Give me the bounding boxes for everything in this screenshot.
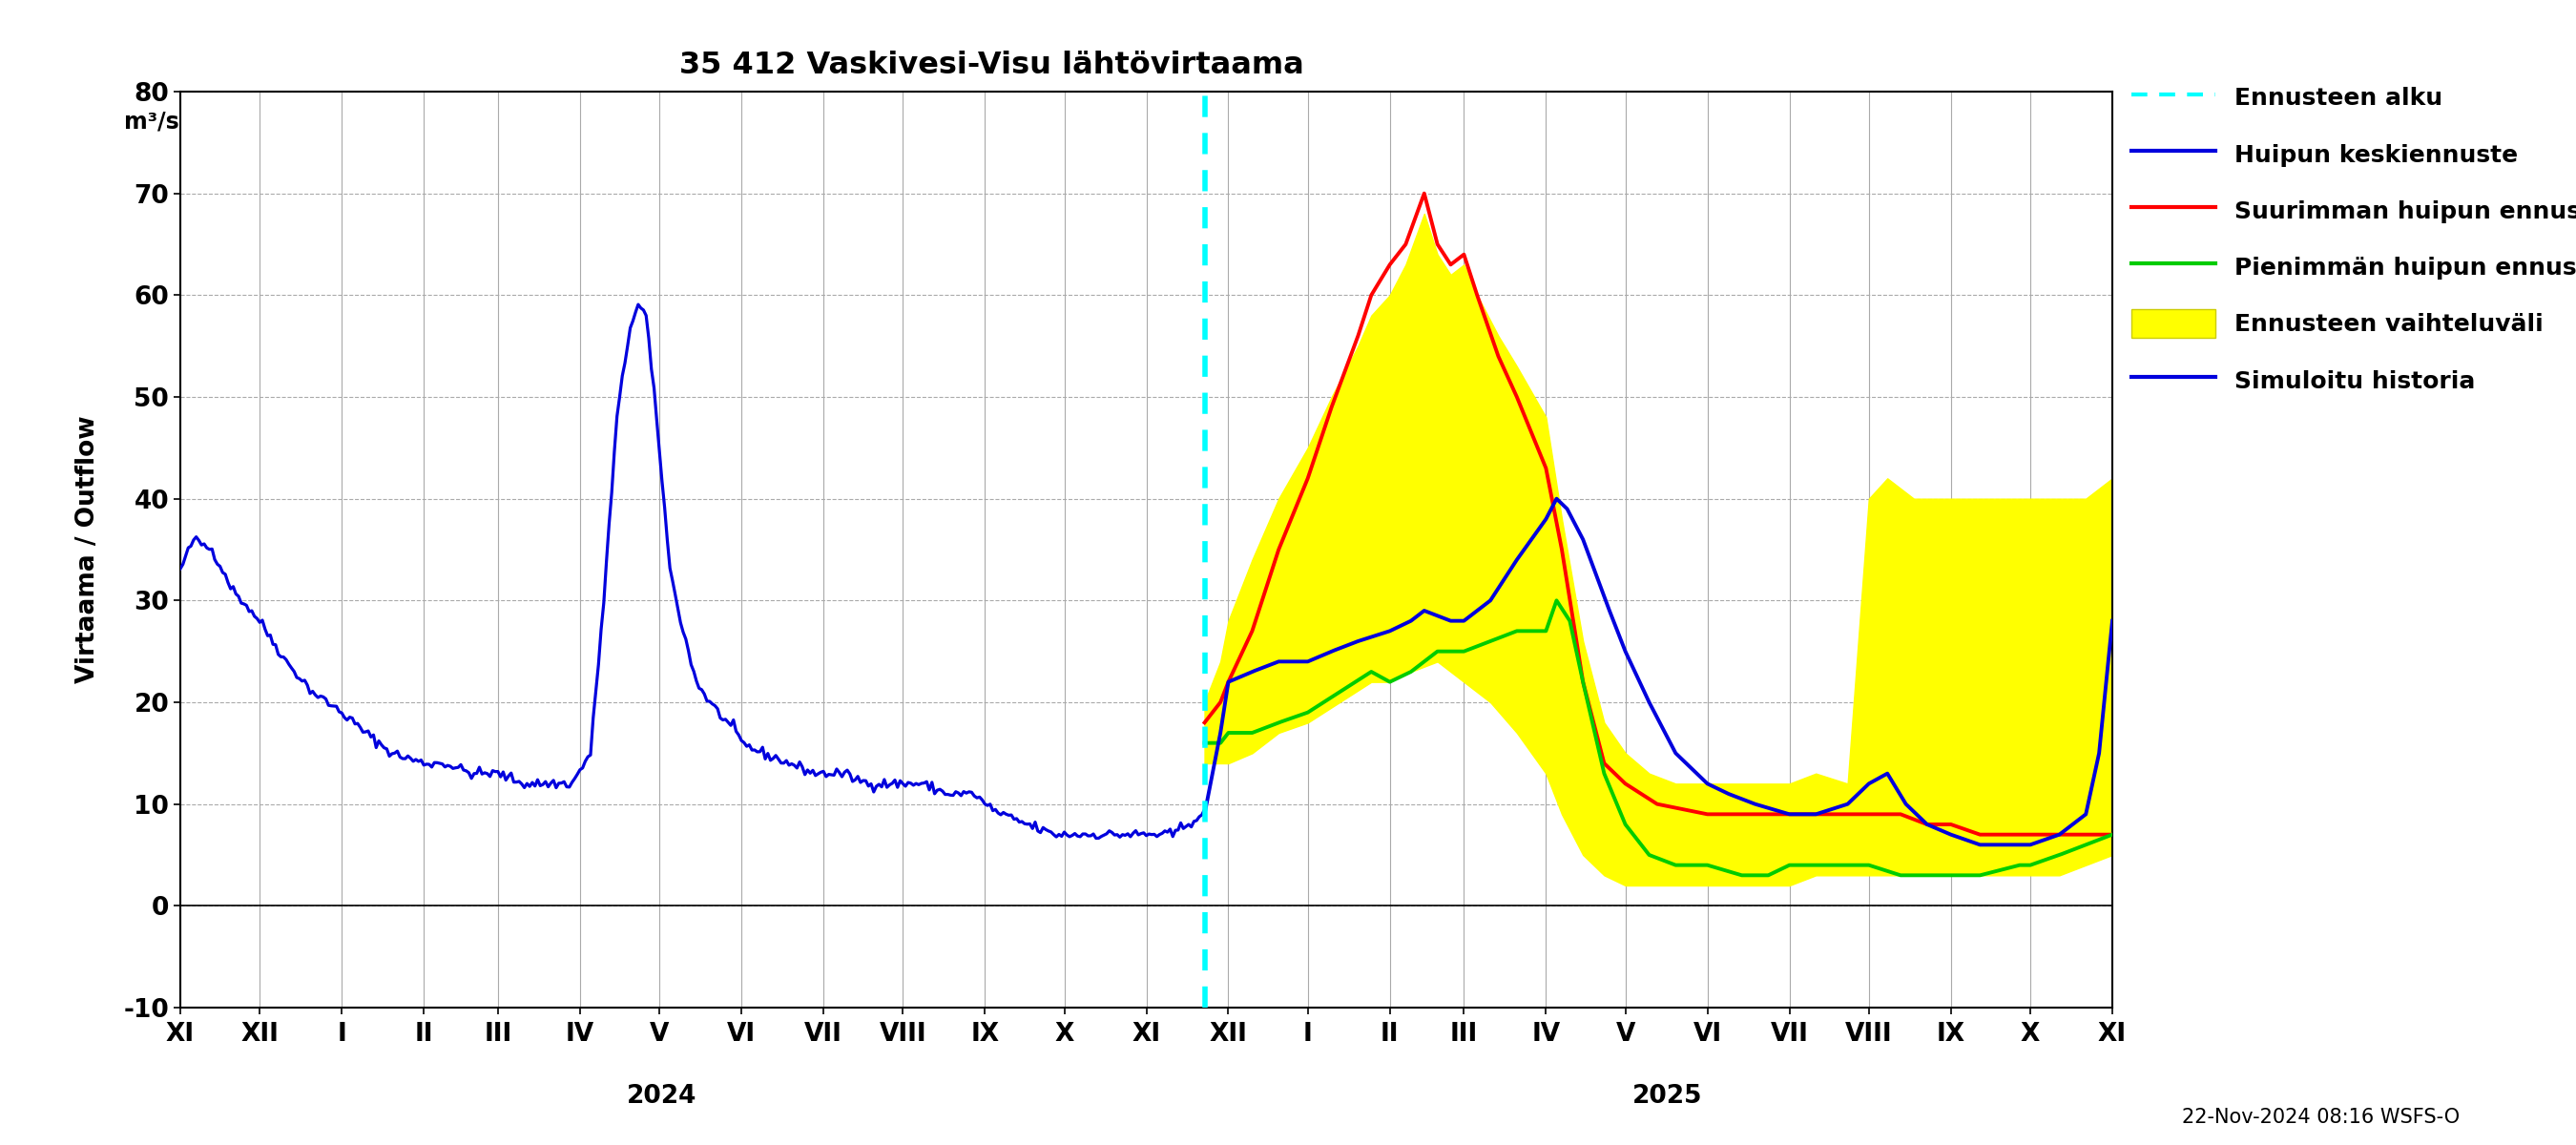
Text: Virtaama / Outflow: Virtaama / Outflow [75,416,100,684]
Title: 35 412 Vaskivesi-Visu lähtövirtaama: 35 412 Vaskivesi-Visu lähtövirtaama [680,50,1303,80]
Legend: Ennusteen alku, Huipun keskiennuste, Suurimman huipun ennuste, Pienimmän huipun : Ennusteen alku, Huipun keskiennuste, Suu… [2123,73,2576,404]
Text: 2025: 2025 [1633,1084,1703,1108]
Text: m³/s: m³/s [124,110,178,133]
Text: 22-Nov-2024 08:16 WSFS-O: 22-Nov-2024 08:16 WSFS-O [2182,1107,2460,1127]
Text: 2024: 2024 [626,1084,698,1108]
